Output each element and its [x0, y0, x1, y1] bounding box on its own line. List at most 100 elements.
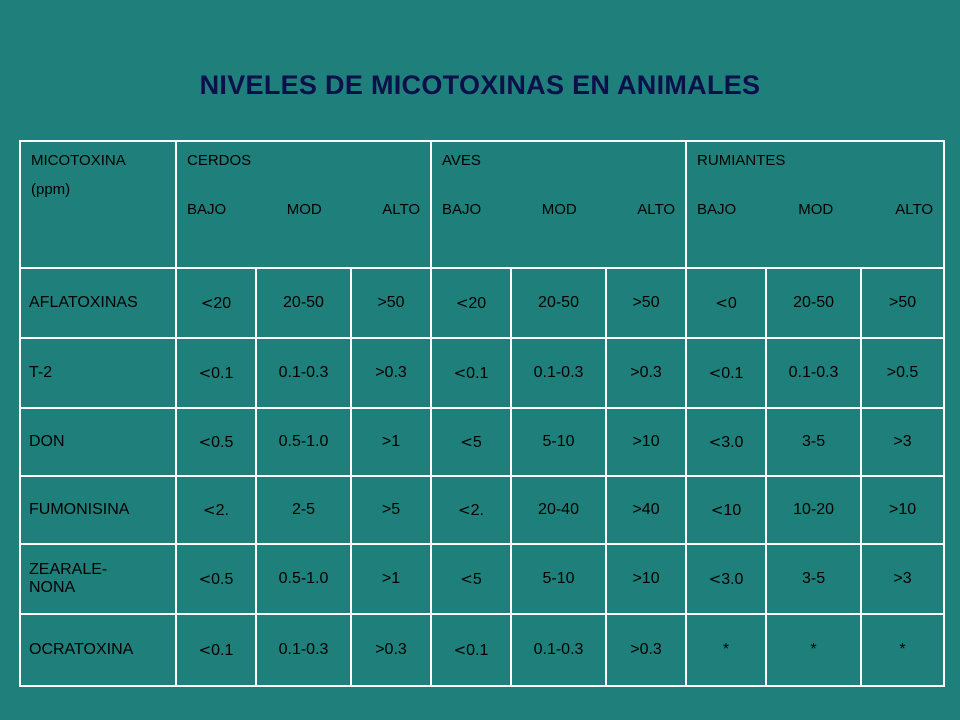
- table-cell: >3: [860, 543, 946, 615]
- cell-value: 5: [472, 570, 482, 588]
- cell-value: 0: [727, 294, 737, 312]
- table-cell: >10: [605, 407, 688, 477]
- cell-value: 5-10: [542, 433, 575, 450]
- row-label: FUMONISINA: [19, 475, 177, 545]
- less-than-symbol: <: [203, 500, 216, 519]
- table-cell: 2-5: [255, 475, 352, 545]
- level-mod: MOD: [286, 201, 322, 218]
- level-alto: ALTO: [895, 201, 934, 218]
- table-cell: <0: [685, 267, 768, 339]
- table-cell: 0.5-1.0: [255, 543, 352, 615]
- table-cell: >3: [860, 407, 946, 477]
- table-cell: 20-50: [255, 267, 352, 339]
- table-row: ZEARALE- NONA <0.5 0.5-1.0 >1 <5 5-10 >10 <3.0 3…: [19, 543, 946, 615]
- table-cell: >40: [605, 475, 688, 545]
- table-cell: >5: [349, 475, 433, 545]
- less-than-symbol: <: [198, 640, 212, 659]
- mycotoxin-table: MICOTOXINA (ppm) CERDOS BAJO MOD ALTO AV…: [19, 140, 946, 687]
- cell-value: 0.1: [211, 641, 234, 659]
- cell-value: 20-40: [538, 501, 579, 518]
- table-cell: 0.5-1.0: [255, 407, 352, 477]
- page-title: NIVELES DE MICOTOXINAS EN ANIMALES: [199, 70, 761, 100]
- header-group-name: AVES: [442, 152, 481, 169]
- row-label: DON: [19, 407, 177, 477]
- less-than-symbol: <: [460, 432, 473, 451]
- level-bajo: BAJO: [187, 201, 227, 218]
- level-alto: ALTO: [637, 201, 676, 218]
- table-cell: >1: [349, 407, 433, 477]
- cell-value: >0.3: [630, 364, 662, 381]
- cell-value: *: [899, 641, 906, 658]
- cell-value: 3-5: [801, 433, 826, 450]
- cell-value: 20-50: [793, 294, 834, 311]
- cell-value: 0.1-0.3: [788, 364, 839, 381]
- table-cell: >0.3: [605, 337, 688, 409]
- table-cell: 5-10: [510, 543, 608, 615]
- less-than-symbol: <: [460, 569, 473, 588]
- cell-value: 0.5: [211, 433, 234, 451]
- cell-value: 10: [723, 501, 742, 519]
- header-micotoxina-label: MICOTOXINA: [31, 152, 126, 169]
- cell-value: 0.1: [721, 364, 744, 382]
- table-cell: <0.1: [685, 337, 768, 409]
- cell-value: 0.1-0.3: [278, 641, 329, 658]
- level-mod: MOD: [798, 201, 834, 218]
- cell-value: 0.1: [466, 364, 489, 382]
- table-cell: <0.1: [430, 337, 513, 409]
- cell-value: >0.3: [630, 641, 662, 658]
- table-cell: <2.: [175, 475, 257, 545]
- header-rumiantes: RUMIANTES BAJO MOD ALTO: [685, 140, 946, 269]
- cell-value: 0.1-0.3: [533, 641, 584, 658]
- cell-value: 5-10: [542, 570, 575, 587]
- cell-value: 0.1-0.3: [533, 364, 584, 381]
- table-cell: <10: [685, 475, 768, 545]
- table-cell: 3-5: [765, 407, 863, 477]
- cell-value: 10-20: [793, 501, 834, 518]
- header-ppm-label: (ppm): [31, 181, 71, 198]
- cell-value: >0.5: [886, 364, 919, 381]
- cell-value: 0.5-1.0: [278, 433, 329, 450]
- cell-value: 0.1: [466, 641, 489, 659]
- table-cell: <5: [430, 407, 513, 477]
- table-cell: <2.: [430, 475, 513, 545]
- less-than-symbol: <: [198, 432, 212, 451]
- table-cell: 5-10: [510, 407, 608, 477]
- cell-value: >0.3: [375, 641, 407, 658]
- cell-value: 20-50: [283, 294, 324, 311]
- less-than-symbol: <: [708, 569, 722, 588]
- table-cell: 0.1-0.3: [255, 337, 352, 409]
- cell-value: 20: [213, 294, 232, 312]
- table-cell: <0.5: [175, 543, 257, 615]
- less-than-symbol: <: [453, 363, 467, 382]
- less-than-symbol: <: [198, 569, 212, 588]
- less-than-symbol: <: [458, 500, 471, 519]
- cell-value: 0.5: [211, 570, 234, 588]
- cell-value: >10: [888, 501, 917, 518]
- table-cell: <0.1: [175, 337, 257, 409]
- table-cell: <20: [175, 267, 257, 339]
- table-cell: >0.3: [349, 337, 433, 409]
- table-row: DON <0.5 0.5-1.0 >1 <5 5-10 >10 <3.0 3-5 >3: [19, 407, 946, 477]
- table-cell: >50: [349, 267, 433, 339]
- cell-value: 0.1: [211, 364, 234, 382]
- table-cell: 20-40: [510, 475, 608, 545]
- table-row: T-2 <0.1 0.1-0.3 >0.3 <0.1 0.1-0.3 >0.3 <0.1 0.1…: [19, 337, 946, 409]
- table-cell: <3.0: [685, 543, 768, 615]
- table-cell: <0.5: [175, 407, 257, 477]
- table-cell: 3-5: [765, 543, 863, 615]
- less-than-symbol: <: [708, 363, 722, 382]
- table-cell: 20-50: [510, 267, 608, 339]
- cell-value: 20: [468, 294, 487, 312]
- cell-value: 2-5: [291, 501, 316, 518]
- table-cell: >10: [860, 475, 946, 545]
- level-alto: ALTO: [382, 201, 421, 218]
- level-mod: MOD: [541, 201, 577, 218]
- cell-value: >50: [888, 294, 917, 311]
- level-bajo: BAJO: [442, 201, 482, 218]
- less-than-symbol: <: [710, 500, 724, 519]
- cell-value: *: [810, 641, 817, 658]
- cell-value: 2.: [215, 501, 229, 519]
- table-cell: >0.5: [860, 337, 946, 409]
- table-cell: 0.1-0.3: [765, 337, 863, 409]
- table-cell: 10-20: [765, 475, 863, 545]
